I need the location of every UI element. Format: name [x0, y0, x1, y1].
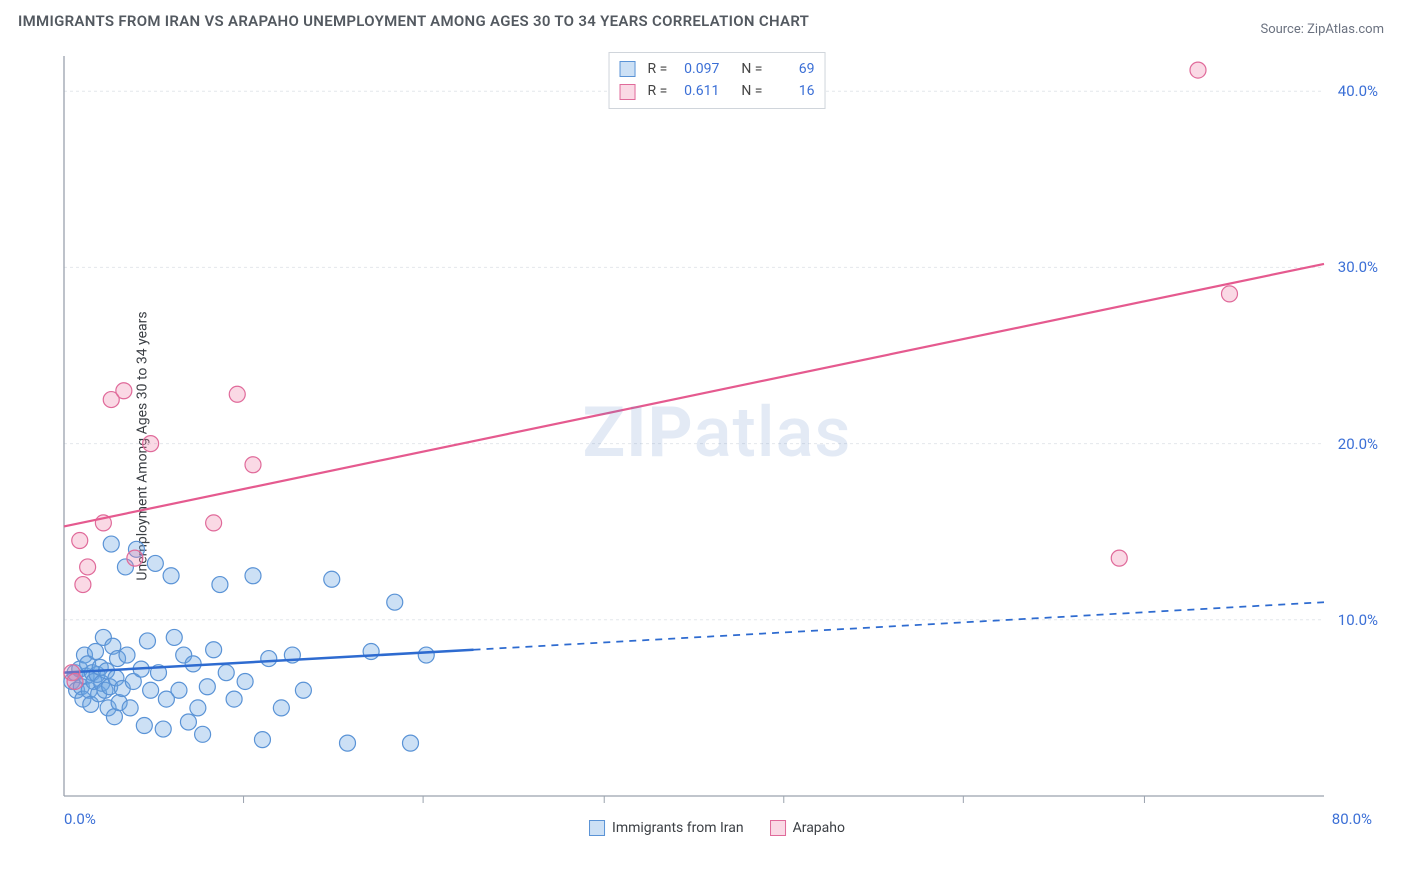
y-tick-label: 40.0% [1338, 82, 1378, 100]
swatch-arapaho [770, 820, 786, 836]
legend-item-arapaho: Arapaho [770, 820, 845, 836]
stats-row-arapaho: R = 0.611 N = 16 [620, 80, 815, 102]
swatch-iran [589, 820, 605, 836]
stat-r-arapaho: 0.611 [675, 80, 719, 102]
chart-title: IMMIGRANTS FROM IRAN VS ARAPAHO UNEMPLOY… [18, 12, 809, 30]
y-tick-label: 10.0% [1338, 611, 1378, 629]
stat-n-label: N = [741, 58, 762, 80]
stat-r-label: R = [648, 80, 668, 102]
plot-area: ZIPatlas R = 0.097 N = 69 R = 0.611 N = … [50, 48, 1384, 838]
legend-item-iran: Immigrants from Iran [589, 820, 744, 836]
swatch-iran [620, 61, 636, 77]
stat-n-iran: 69 [770, 58, 814, 80]
legend-label-iran: Immigrants from Iran [612, 820, 744, 836]
x-tick-label: 80.0% [1332, 810, 1372, 828]
stats-row-iran: R = 0.097 N = 69 [620, 58, 815, 80]
swatch-arapaho [620, 84, 636, 100]
chart-svg [50, 48, 1384, 838]
source-prefix: Source: [1260, 22, 1307, 37]
stat-n-label: N = [741, 80, 762, 102]
legend-label-arapaho: Arapaho [793, 820, 845, 836]
y-tick-label: 20.0% [1338, 435, 1378, 453]
stats-legend: R = 0.097 N = 69 R = 0.611 N = 16 [609, 52, 826, 109]
source-site: ZipAtlas.com [1307, 22, 1384, 37]
y-tick-label: 30.0% [1338, 258, 1378, 276]
x-tick-label: 0.0% [64, 810, 96, 828]
stat-r-iran: 0.097 [675, 58, 719, 80]
stat-r-label: R = [648, 58, 668, 80]
stat-n-arapaho: 16 [770, 80, 814, 102]
source-credit: Source: ZipAtlas.com [1260, 22, 1384, 37]
bottom-legend: Immigrants from Iran Arapaho [589, 820, 845, 836]
